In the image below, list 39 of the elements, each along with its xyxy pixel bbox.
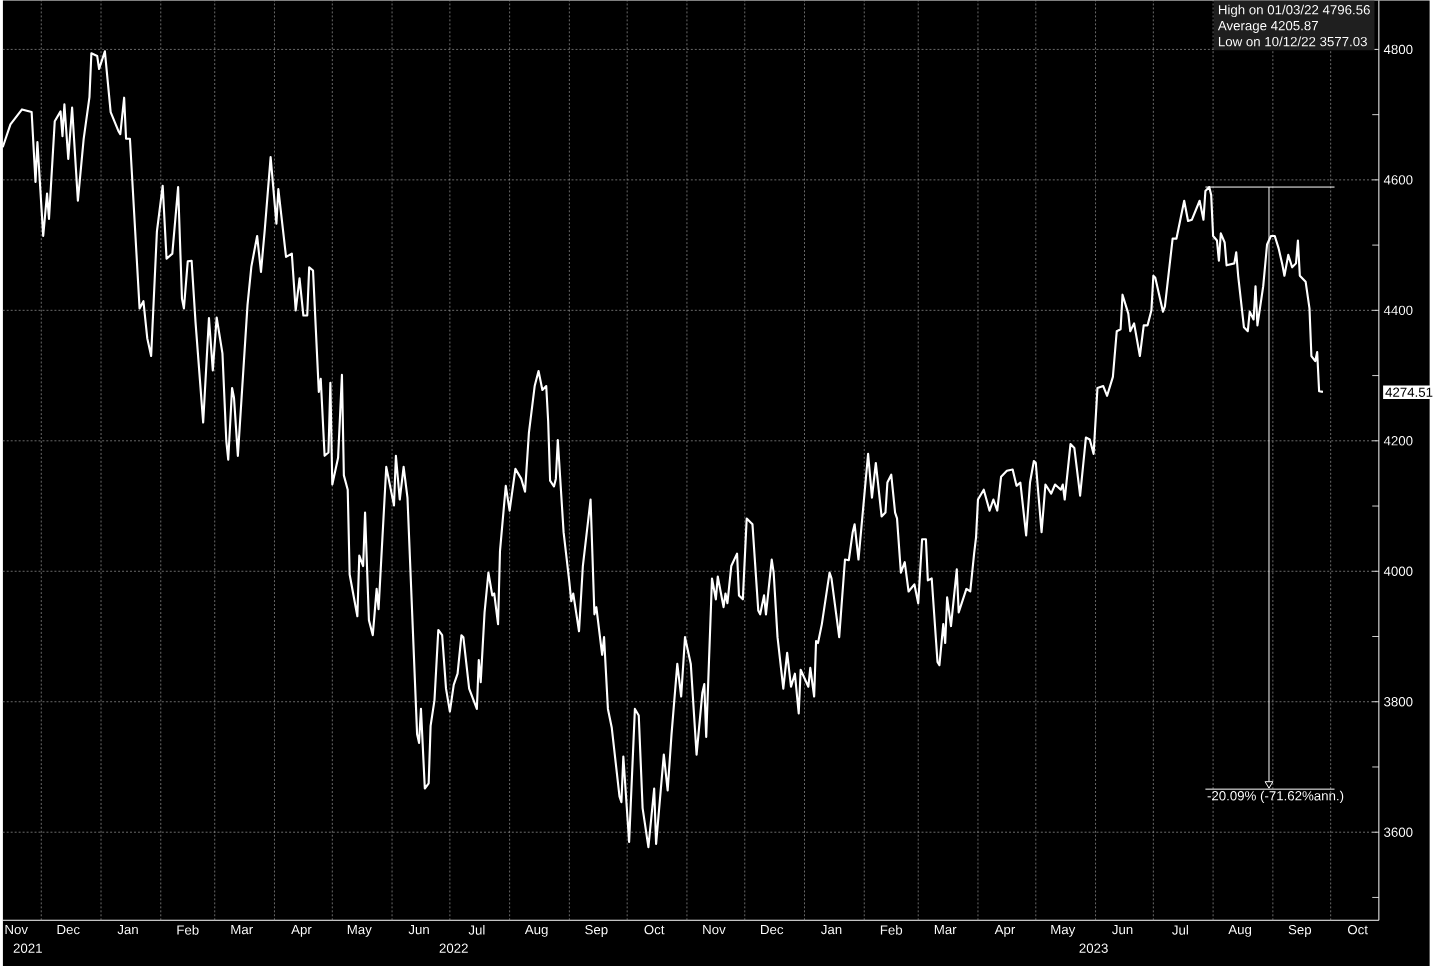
x2-tick-label: 2022 <box>439 943 468 953</box>
y-tick-label: 4200 <box>1383 436 1413 446</box>
x-tick-label: Mar <box>934 924 957 935</box>
x-tick-label: Jul <box>468 924 485 935</box>
x-tick-label: Feb <box>177 924 199 935</box>
x-tick-label: Nov <box>703 924 726 935</box>
y-tick-label: 3600 <box>1384 827 1413 837</box>
x-tick-label: Oct <box>644 924 665 935</box>
x-tick-label: Apr <box>994 924 1016 937</box>
y-tick-label: 4600 <box>1383 175 1413 185</box>
x-tick-label: Aug <box>1228 924 1252 937</box>
x-tick-label: Feb <box>880 924 903 935</box>
x-tick-label: Oct <box>1347 924 1368 935</box>
x-tick-label: May <box>347 924 372 937</box>
annotation: Low on 10/12/22 3577.03 <box>1218 36 1367 47</box>
x-tick-label: Jan <box>117 924 138 935</box>
x-tick-label: Jun <box>408 924 429 935</box>
x-tick-label: Jun <box>1112 924 1133 935</box>
annotation: High on 01/03/22 4796.56 <box>1218 4 1370 18</box>
x-tick-label: Jan <box>821 924 842 935</box>
x-tick-label: Aug <box>524 924 548 937</box>
x-tick-label: Nov <box>5 924 28 935</box>
x2-tick-label: 2021 <box>13 943 42 953</box>
x-tick-label: Apr <box>291 924 312 937</box>
y-tick-label: 4800 <box>1383 44 1413 55</box>
x-tick-label: Dec <box>57 924 80 935</box>
y-tick-label: 4000 <box>1383 566 1413 576</box>
x2-tick-label: 2023 <box>1079 943 1108 953</box>
y-tick-label: 4274.51 <box>1385 387 1433 397</box>
ref-line-label: -20.09% (-71.62%ann.) <box>1207 790 1344 804</box>
x-tick-label: May <box>1051 924 1076 937</box>
x-tick-label: Sep <box>1288 924 1312 937</box>
x-tick-label: Sep <box>585 924 608 937</box>
x-tick-label: Mar <box>231 924 253 935</box>
x-tick-label: Jul <box>1172 924 1188 935</box>
x-tick-label: Dec <box>761 924 784 935</box>
y-tick-label: 3800 <box>1384 697 1413 707</box>
y-tick-label: 4400 <box>1383 305 1413 316</box>
annotation: Average 4205.87 <box>1217 20 1318 33</box>
